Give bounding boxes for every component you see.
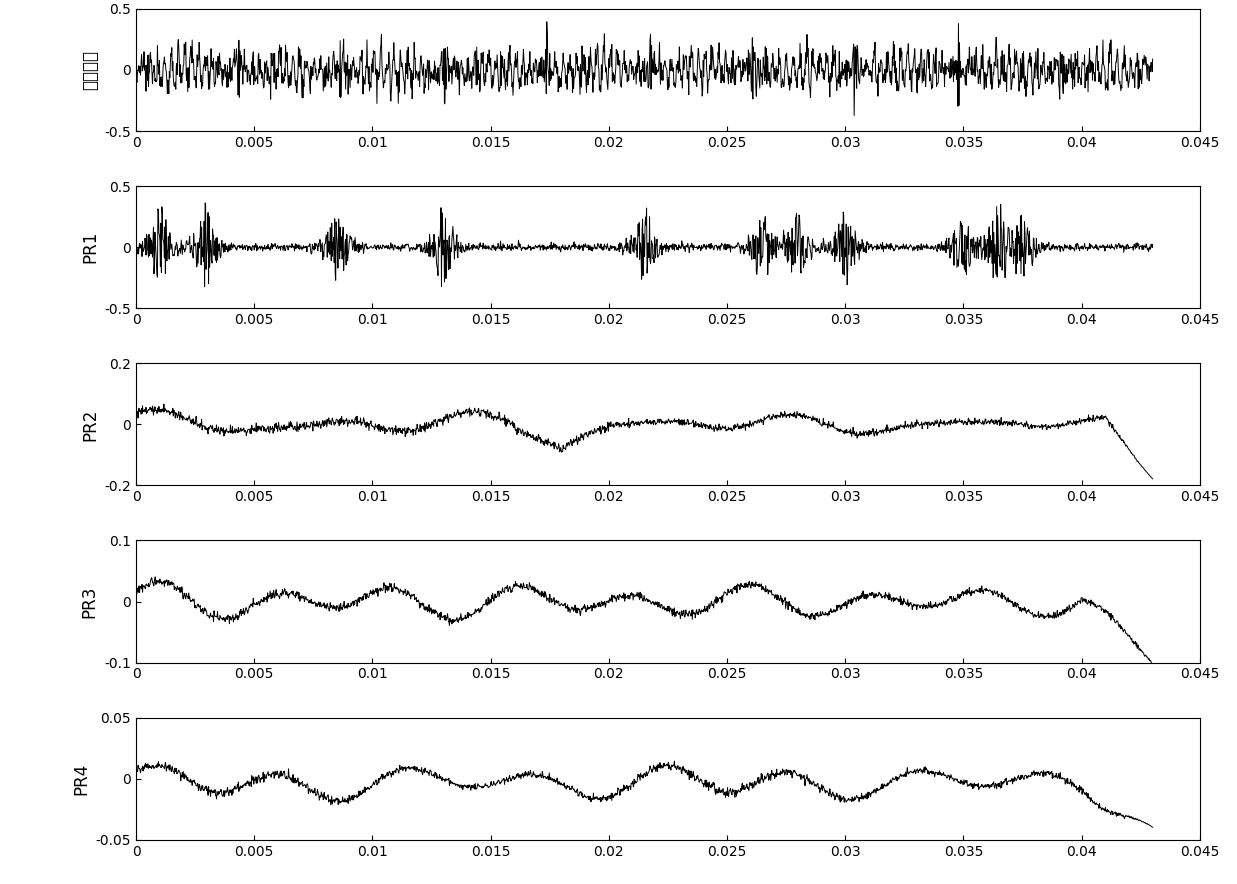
Y-axis label: PR3: PR3 (80, 585, 99, 618)
Y-axis label: PR2: PR2 (80, 408, 99, 440)
Y-axis label: PR4: PR4 (72, 763, 90, 795)
Y-axis label: 原始信号: 原始信号 (80, 50, 99, 90)
Y-axis label: PR1: PR1 (80, 231, 99, 263)
